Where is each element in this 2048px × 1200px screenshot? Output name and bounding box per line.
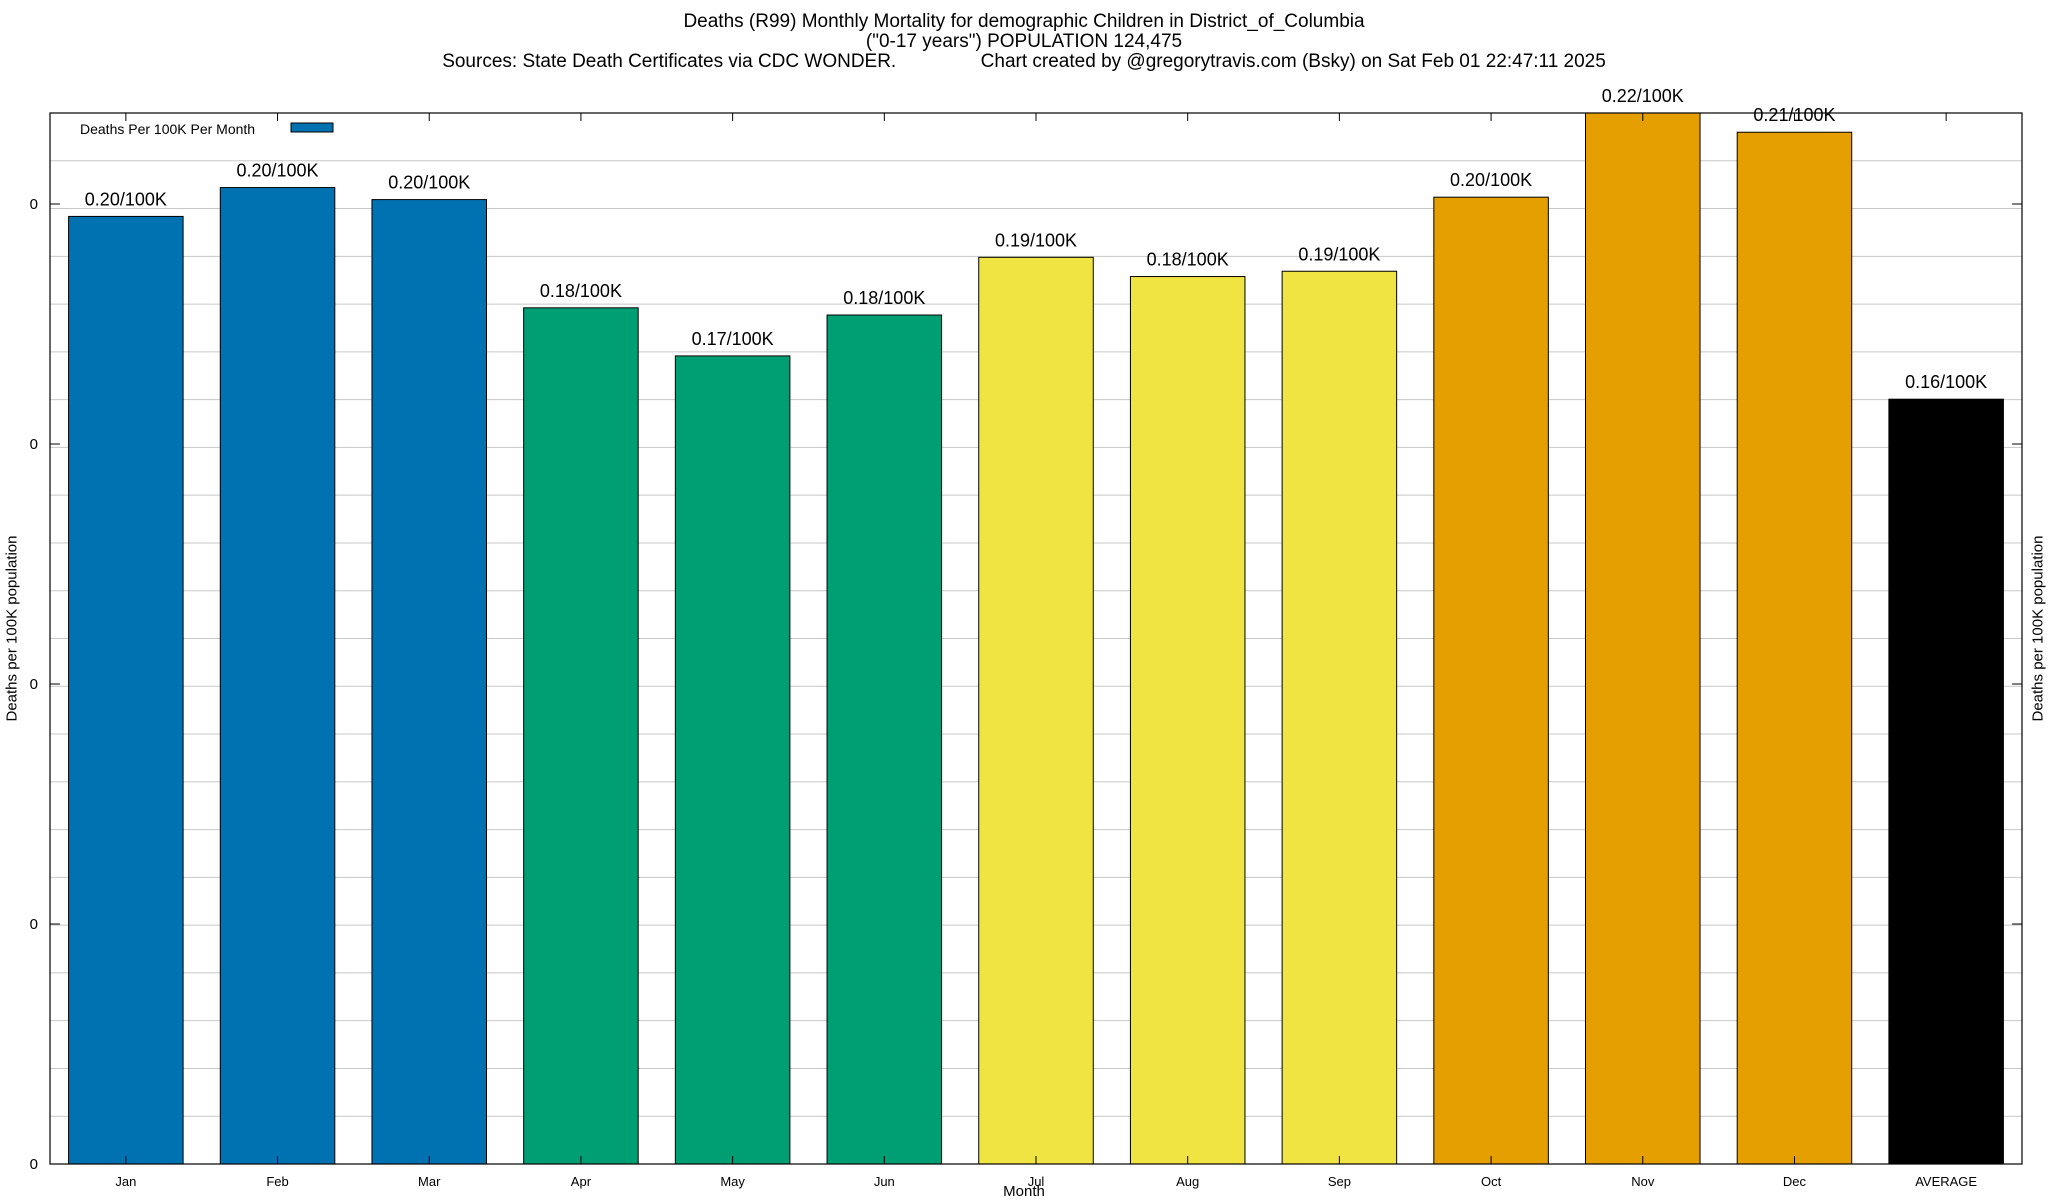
bar <box>371 199 487 1165</box>
x-tick-label: Feb <box>266 1174 288 1189</box>
data-label: 0.19/100K <box>1298 244 1380 264</box>
data-label: 0.20/100K <box>236 161 318 181</box>
bar <box>219 187 336 1165</box>
plot-frame <box>49 112 2023 1165</box>
legend-swatch <box>290 122 334 133</box>
x-tick-label: Jul <box>1028 1174 1045 1189</box>
data-label: 0.20/100K <box>1450 170 1532 190</box>
bar <box>1888 398 2004 1165</box>
bar <box>1281 270 1398 1165</box>
bar <box>1736 131 1853 1165</box>
chart-source-line: Sources: State Death Certificates via CD… <box>442 51 1606 72</box>
y-tick-label: 0 <box>30 916 38 933</box>
y-tick-label: 0 <box>30 196 38 213</box>
data-label: 0.16/100K <box>1905 372 1987 392</box>
data-label: 0.20/100K <box>388 173 470 193</box>
bar <box>674 355 791 1165</box>
bar <box>523 307 639 1165</box>
y-tick-label: 0 <box>30 436 38 453</box>
x-tick-label: Apr <box>571 1174 592 1189</box>
x-tick-label: Oct <box>1481 1174 1502 1189</box>
bar <box>978 256 1094 1165</box>
bar <box>1585 112 1701 1165</box>
chart-title: Deaths (R99) Monthly Mortality for demog… <box>683 11 1365 32</box>
bar <box>826 314 943 1165</box>
data-label: 0.19/100K <box>995 230 1077 250</box>
data-label: 0.22/100K <box>1602 86 1684 106</box>
data-label: 0.17/100K <box>692 329 774 349</box>
x-tick-label: Aug <box>1176 1174 1199 1189</box>
bar <box>1433 196 1549 1165</box>
chart-title-block: Deaths (R99) Monthly Mortality for demog… <box>0 12 2048 72</box>
y-tick-label: 0 <box>30 676 38 693</box>
legend-label: Deaths Per 100K Per Month <box>80 121 255 137</box>
x-tick-label: Nov <box>1631 1174 1655 1189</box>
chart-subtitle: ("0-17 years") POPULATION 124,475 <box>865 31 1183 52</box>
y2-axis-label: Deaths per 100K population <box>2029 535 2047 722</box>
y-tick-label: 0 <box>30 1156 38 1173</box>
x-tick-label: Jun <box>874 1174 895 1189</box>
y-axis-label: Deaths per 100K population <box>3 535 21 722</box>
x-tick-label: AVERAGE <box>1915 1174 1977 1189</box>
data-label: 0.18/100K <box>1147 250 1229 270</box>
bar <box>68 215 184 1165</box>
x-tick-label: Dec <box>1783 1174 1807 1189</box>
x-tick-label: Jan <box>115 1174 136 1189</box>
x-tick-label: Mar <box>418 1174 441 1189</box>
bar <box>1129 276 1246 1165</box>
data-label: 0.18/100K <box>843 288 925 308</box>
x-axis-label: Month <box>1003 1183 1045 1200</box>
x-tick-label: May <box>720 1174 745 1189</box>
data-label: 0.20/100K <box>85 189 167 209</box>
x-tick-label: Sep <box>1328 1174 1351 1189</box>
data-label: 0.18/100K <box>540 281 622 301</box>
